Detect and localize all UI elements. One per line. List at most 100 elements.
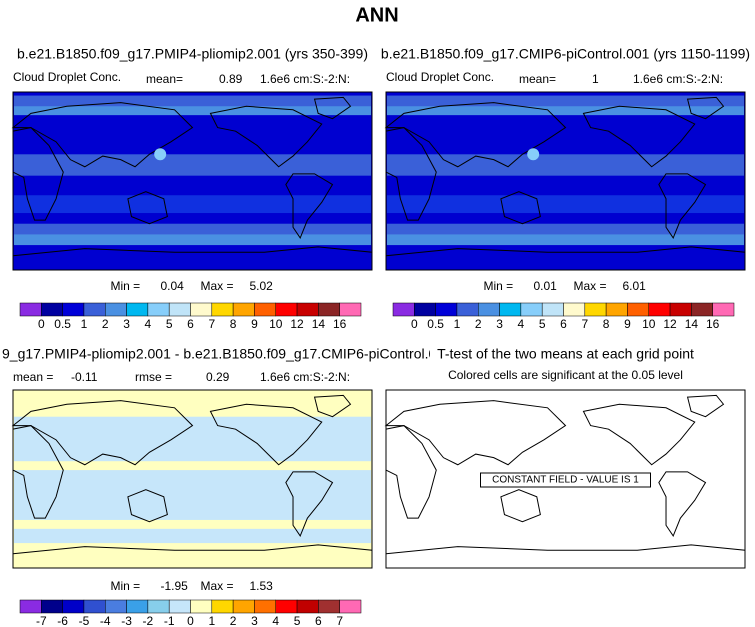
colorbar-box [41, 302, 63, 317]
colorbar-label: 12 [290, 317, 304, 331]
colorbar-label: 14 [312, 317, 326, 331]
colorbar-box [584, 302, 607, 317]
colorbar-box [83, 599, 106, 614]
colorbar-label: -7 [36, 614, 47, 627]
panel-title: b.e21.B1850.f09_g17.PMIP4-pliomip2.001 (… [17, 46, 368, 62]
mean-value: -0.11 [71, 370, 98, 384]
colorbar-box [62, 302, 85, 317]
coastline [384, 102, 567, 168]
map-shading [14, 106, 371, 116]
max-value: 5.02 [250, 279, 274, 293]
colorbar-label: -4 [100, 614, 111, 627]
colorbar-label: -5 [79, 614, 90, 627]
colorbar-box [105, 302, 127, 317]
colorbar-box [627, 302, 649, 317]
coastline [658, 471, 707, 538]
colorbar-box [19, 599, 42, 614]
colorbar-label: 7 [208, 317, 215, 331]
coastline [686, 96, 725, 120]
coastline [658, 173, 707, 240]
max-label: Max = [201, 279, 234, 293]
colorbar-label: 4 [272, 614, 279, 627]
colorbar-box [520, 302, 543, 317]
min-value: 0.01 [534, 279, 558, 293]
colorbar-label: 6 [187, 317, 194, 331]
colorbar-label: 2 [475, 317, 482, 331]
coastline [12, 127, 64, 221]
coastline [385, 127, 437, 221]
map-shading [14, 416, 371, 462]
colorbar-box [126, 302, 149, 317]
max-label: Max = [201, 579, 234, 593]
colorbar-label: -1 [164, 614, 175, 627]
colorbar-box [83, 302, 106, 317]
max-value: 1.53 [250, 579, 274, 593]
colorbar-label: 1 [454, 317, 461, 331]
colorbar-label: -2 [143, 614, 154, 627]
units-label: 1.6e6 cm:S:-2:N: [260, 72, 350, 86]
colorbar-label: 2 [102, 317, 109, 331]
mean-label: mean = [13, 370, 53, 384]
colorbar-box [648, 302, 671, 317]
map-shading [14, 470, 371, 520]
colorbar-box [456, 302, 479, 317]
coastline [385, 544, 746, 569]
annotation-box [480, 472, 651, 488]
coastline [12, 425, 64, 519]
units-label: 1.6e6 cm:S:-2:N: [633, 72, 723, 86]
colorbar-label: 0.5 [427, 317, 444, 331]
colorbar-box [296, 599, 319, 614]
coastline [385, 246, 746, 271]
panel-title: b.e21.B1850.f09_g17.CMIP6-piControl.001 … [381, 46, 750, 62]
coastline [313, 96, 352, 120]
coastline [313, 394, 352, 418]
coastline [285, 173, 334, 240]
colorbar-box [168, 599, 191, 614]
colorbar-label: 1 [81, 317, 88, 331]
coastline [582, 105, 696, 168]
min-label: Min = [484, 279, 514, 293]
min-label: Min = [111, 279, 141, 293]
units-label: 1.6e6 cm:S:-2:N: [260, 370, 350, 384]
colorbar-label: 8 [603, 317, 610, 331]
coastline [209, 403, 323, 466]
colorbar-box [168, 302, 191, 317]
panel-title: T-test of the two means at each grid poi… [437, 346, 694, 362]
rmse-value: 0.29 [206, 370, 230, 384]
coastline [385, 425, 437, 519]
colorbar-label: 4 [518, 317, 525, 331]
colorbar-box [414, 302, 436, 317]
max-label: Max = [574, 279, 607, 293]
colorbar-box [339, 302, 362, 317]
colorbar-box [211, 302, 234, 317]
colorbar-box [392, 302, 415, 317]
colorbar-label: 1 [208, 614, 215, 627]
colorbar-label: 9 [251, 317, 258, 331]
colorbar-label: 7 [336, 614, 343, 627]
colorbar-box [105, 599, 127, 614]
mean-value: 0.89 [219, 72, 243, 86]
colorbar-label: 3 [496, 317, 503, 331]
figure-title: ANN [355, 4, 398, 26]
colorbar-label: 4 [145, 317, 152, 331]
mean-value: 1 [592, 72, 599, 86]
colorbar-box [499, 302, 522, 317]
coastline [12, 246, 373, 271]
coastline [11, 400, 194, 466]
variable-label: Cloud Droplet Conc. [386, 70, 494, 84]
colorbar-box [147, 599, 170, 614]
colorbar-label: 0 [411, 317, 418, 331]
colorbar-label: 16 [333, 317, 347, 331]
panel-subtitle: Colored cells are significant at the 0.0… [448, 368, 683, 382]
mean-label: mean= [146, 72, 183, 86]
colorbar-label: 2 [230, 614, 237, 627]
colorbar-label: 6 [560, 317, 567, 331]
map-shading [14, 528, 371, 544]
map-shading [387, 154, 744, 176]
colorbar-box [605, 302, 628, 317]
map-shading [387, 195, 744, 214]
colorbar-box [691, 302, 713, 317]
coastline [127, 191, 168, 225]
colorbar-box [62, 599, 85, 614]
map-shading [14, 234, 371, 246]
